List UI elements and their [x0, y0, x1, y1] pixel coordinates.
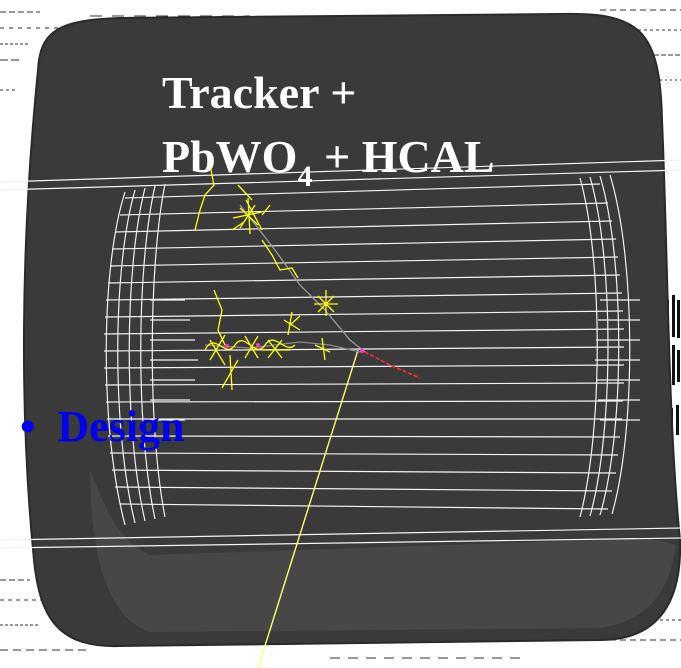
- title-suffix: + HCAL: [312, 131, 495, 182]
- particle-shower-icon: [194, 164, 338, 391]
- vertex-markers: [224, 343, 365, 354]
- bullet-text: Design: [57, 402, 185, 451]
- tracker-wireframe: [0, 159, 681, 549]
- electron-track: [364, 351, 421, 379]
- particle-trajectory: [239, 204, 366, 353]
- bullet-symbol: •: [20, 402, 36, 451]
- muon-track: [257, 349, 359, 668]
- calorimeter-front-bevel: [90, 470, 676, 632]
- bullet-item: • Design: [20, 405, 185, 449]
- secondary-trajectory: [204, 341, 361, 353]
- slide-title-line1: Tracker +: [162, 67, 357, 118]
- title-prefix: PbWO: [162, 131, 298, 182]
- title-subscript: 4: [297, 160, 313, 193]
- slide-title-line2: PbWO4 + HCAL: [162, 131, 495, 192]
